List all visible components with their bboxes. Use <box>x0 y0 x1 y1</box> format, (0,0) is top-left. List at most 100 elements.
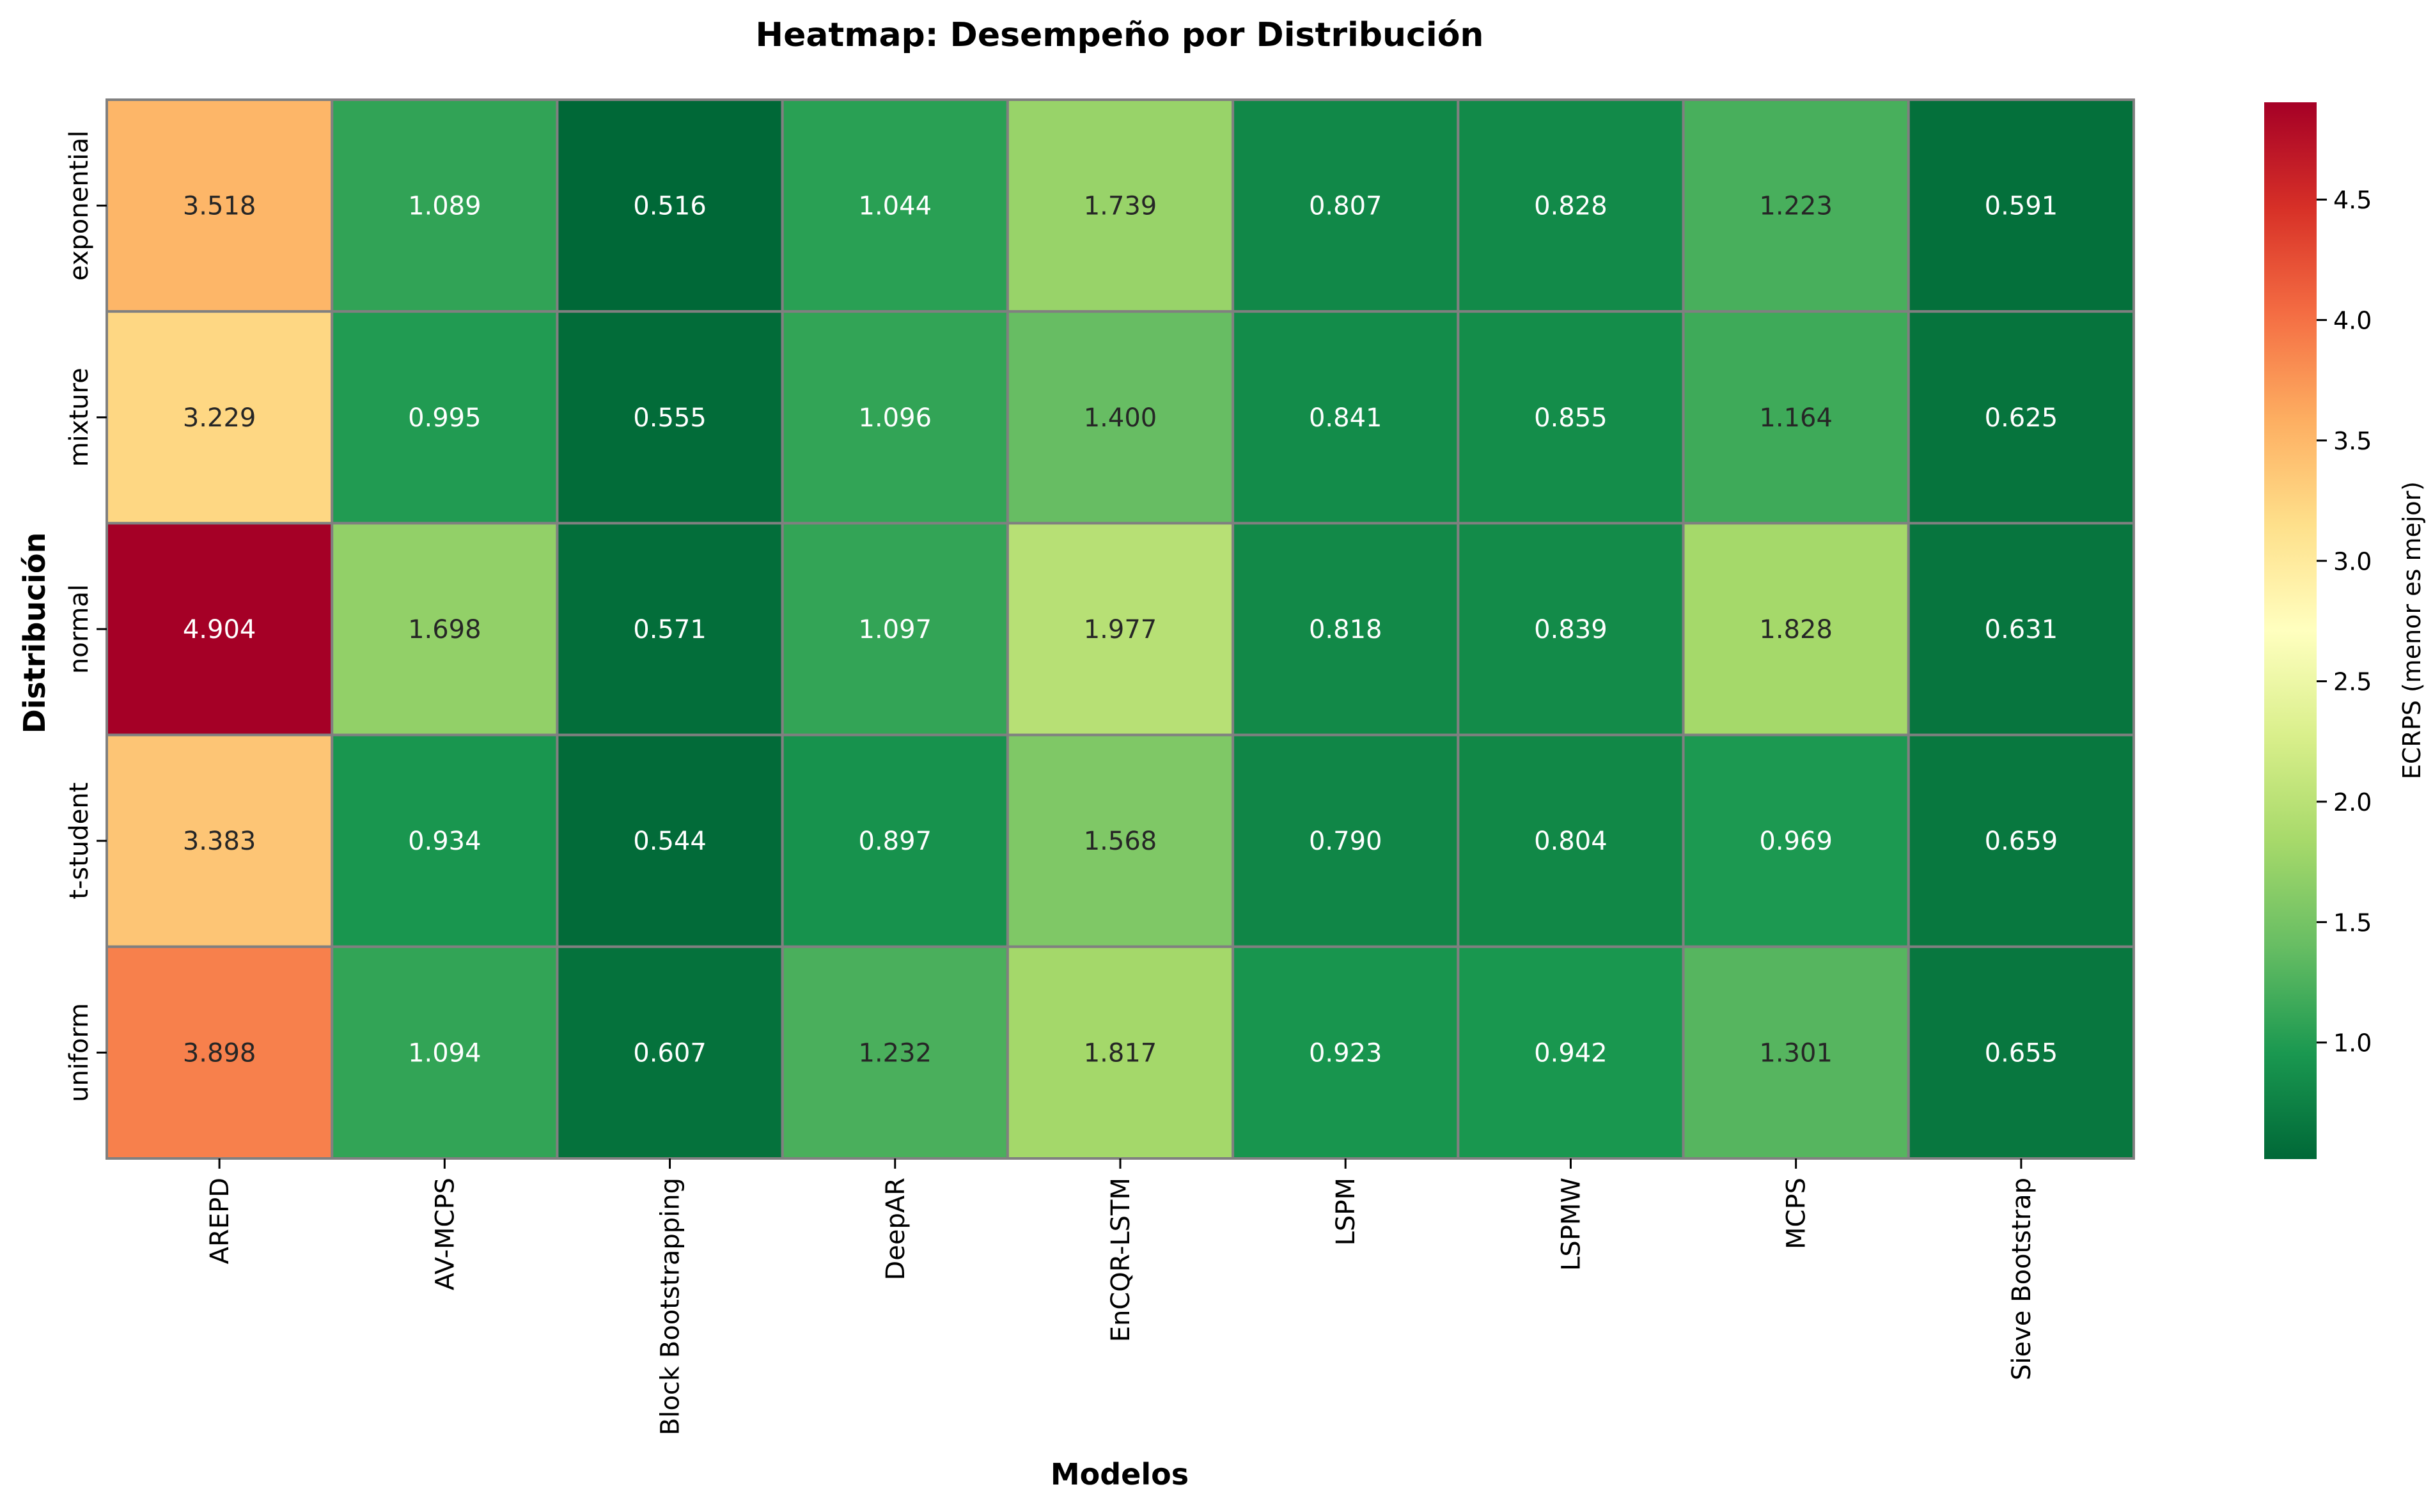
cell-value-label: 0.942 <box>1534 1038 1608 1068</box>
heatmap-cell <box>1682 733 1910 948</box>
cell-value-label: 0.790 <box>1309 827 1382 856</box>
y-axis-label: Distribución <box>17 533 52 734</box>
cell-value-label: 1.817 <box>1084 1038 1157 1068</box>
cell-value-label: 1.828 <box>1759 615 1833 644</box>
heatmap-cell <box>106 945 334 1160</box>
cell-value-label: 0.516 <box>633 192 707 221</box>
y-tick-label: exponential <box>65 130 94 281</box>
colorbar-tick-label: 1.5 <box>2333 908 2372 937</box>
cell-value-label: 1.044 <box>859 192 932 221</box>
heatmap-cell <box>1907 522 2136 737</box>
heatmap-cell <box>331 98 559 313</box>
cell-value-label: 0.544 <box>633 827 707 856</box>
cell-value-label: 1.232 <box>859 1038 932 1068</box>
y-axis: exponential mixture normal t-student uniform <box>65 130 107 1102</box>
x-tick-label: Sieve Bootstrap <box>2007 1178 2037 1380</box>
x-tick-label: AREPD <box>205 1178 235 1264</box>
cell-value-label: 0.995 <box>408 403 481 433</box>
cell-value-label: 3.518 <box>183 192 256 221</box>
heatmap-cell <box>781 98 1009 313</box>
cell-value-label: 0.828 <box>1534 192 1608 221</box>
heatmap-cell <box>781 522 1009 737</box>
cell-value-label: 0.591 <box>1985 192 2058 221</box>
cell-value-label: 1.698 <box>408 615 481 644</box>
cell-value-label: 1.089 <box>408 192 481 221</box>
x-tick-label: Block Bootstrapping <box>656 1178 685 1435</box>
cell-value-label: 3.383 <box>183 827 256 856</box>
cell-value-label: 0.923 <box>1309 1038 1382 1068</box>
cell-value-label: 3.229 <box>183 403 256 433</box>
colorbar-tick-label: 2.0 <box>2333 788 2372 816</box>
colorbar-tick-label: 1.0 <box>2333 1029 2372 1057</box>
cell-value-label: 1.096 <box>859 403 932 433</box>
cell-value-label: 0.625 <box>1985 403 2058 433</box>
heatmap-cell <box>106 522 334 737</box>
cell-value-label: 1.400 <box>1084 403 1157 433</box>
heatmap-cell <box>1907 733 2136 948</box>
x-tick-label: EnCQR-LSTM <box>1106 1178 1136 1342</box>
heatmap-cell <box>106 733 334 948</box>
cell-value-label: 0.818 <box>1309 615 1382 644</box>
heatmap-cell <box>1006 98 1235 313</box>
colorbar-tick-label: 2.5 <box>2333 668 2372 696</box>
cell-value-label: 0.607 <box>633 1038 707 1068</box>
cell-value-label: 0.839 <box>1534 615 1608 644</box>
cell-value-label: 0.571 <box>633 615 707 644</box>
heatmap-cell <box>1907 310 2136 525</box>
y-tick-label: mixture <box>65 368 94 467</box>
cell-value-label: 0.841 <box>1309 403 1382 433</box>
cell-value-label: 1.164 <box>1759 403 1833 433</box>
heatmap-cell <box>556 310 784 525</box>
colorbar-label: ECRPS (menor es mejor) <box>2398 481 2426 779</box>
cell-value-label: 0.555 <box>633 403 707 433</box>
y-tick-label: t-student <box>65 783 94 900</box>
cell-value-label: 0.934 <box>408 827 481 856</box>
heatmap-cell <box>1006 522 1235 737</box>
cell-value-label: 0.855 <box>1534 403 1608 433</box>
heatmap-cell <box>106 310 334 525</box>
heatmap-cell <box>556 522 784 737</box>
heatmap-cell <box>331 522 559 737</box>
heatmap-cells <box>106 98 2136 1160</box>
cell-value-label: 1.977 <box>1084 615 1157 644</box>
x-tick-label: MCPS <box>1782 1178 1811 1249</box>
heatmap-value-labels: 3.518 1.089 0.516 1.044 1.739 0.807 0.828 1.223… <box>183 192 2058 1068</box>
cell-value-label: 0.804 <box>1534 827 1608 856</box>
heatmap-cell <box>781 945 1009 1160</box>
heatmap-cell <box>331 945 559 1160</box>
colorbar: 1.0 1.5 2.0 2.5 3.0 3.5 4.0 4.5 ECRPS (menor es… <box>2264 102 2426 1159</box>
x-tick-label: LSPMW <box>1556 1178 1586 1271</box>
cell-value-label: 1.301 <box>1759 1038 1833 1068</box>
cell-value-label: 4.904 <box>183 615 256 644</box>
colorbar-tick-label: 4.5 <box>2333 186 2372 214</box>
colorbar-gradient <box>2264 102 2317 1159</box>
heatmap-cell <box>556 945 784 1160</box>
heatmap-cell <box>1457 310 1685 525</box>
x-tick-label: AV-MCPS <box>430 1178 460 1290</box>
heatmap-cell <box>1907 945 2136 1160</box>
cell-value-label: 0.631 <box>1985 615 2058 644</box>
cell-value-label: 0.807 <box>1309 192 1382 221</box>
heatmap-cell <box>1457 522 1685 737</box>
cell-value-label: 1.739 <box>1084 192 1157 221</box>
x-axis: AREPD AV-MCPS Block Bootstrapping DeepAR EnC… <box>205 1158 2037 1435</box>
chart-title: Heatmap: Desempeño por Distribución <box>756 16 1484 54</box>
heatmap-cell <box>1682 98 1910 313</box>
heatmap-cell <box>1457 945 1685 1160</box>
x-tick-label: DeepAR <box>881 1178 911 1281</box>
heatmap-cell <box>556 98 784 313</box>
cell-value-label: 0.897 <box>859 827 932 856</box>
heatmap-cell <box>1006 310 1235 525</box>
y-tick-label: normal <box>65 584 94 674</box>
cell-value-label: 1.223 <box>1759 192 1833 221</box>
heatmap-cell <box>781 310 1009 525</box>
x-axis-label: Modelos <box>1051 1457 1189 1492</box>
cell-value-label: 0.659 <box>1985 827 2058 856</box>
colorbar-tick-label: 4.0 <box>2333 307 2372 335</box>
colorbar-tick-label: 3.0 <box>2333 547 2372 575</box>
heatmap-cell <box>1232 945 1460 1160</box>
heatmap-cell <box>106 98 334 313</box>
heatmap-cell <box>781 733 1009 948</box>
